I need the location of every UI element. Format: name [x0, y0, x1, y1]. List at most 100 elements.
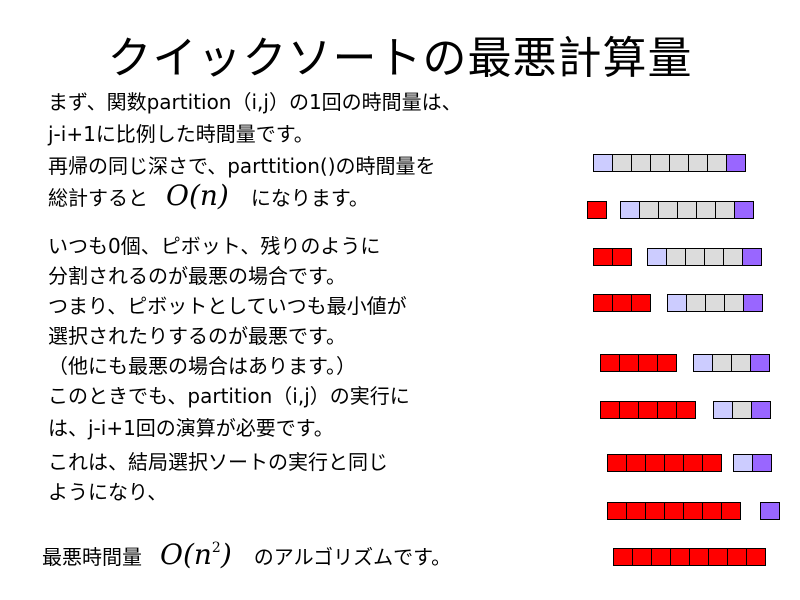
sorted-cell	[612, 294, 632, 312]
last-cell	[750, 354, 770, 372]
middle-cell	[696, 201, 716, 219]
last-cell	[726, 154, 746, 172]
middle-cell	[631, 154, 651, 172]
middle-cell	[715, 201, 735, 219]
sorted-cell	[612, 248, 632, 266]
middle-cell	[677, 201, 697, 219]
first-cell	[693, 354, 713, 372]
sorted-segment	[587, 201, 607, 219]
paragraph1-line4: 総計すると O(n) になります。	[48, 182, 369, 212]
sorted-cell	[638, 401, 658, 419]
paragraph1-line1: まず、関数partition（i,j）の1回の時間量は、	[48, 90, 462, 114]
unsorted-segment	[667, 294, 763, 312]
paragraph1-line3: 再帰の同じ深さで、parttition()の時間量を	[48, 154, 436, 178]
middle-cell	[732, 401, 752, 419]
paragraph2-line3: つまり、ピボットとしていつも最小値が	[48, 294, 407, 318]
paragraph1-line4-before: 総計すると	[48, 186, 148, 210]
middle-cell	[704, 248, 724, 266]
paragraph1-line4-after: になります。	[250, 186, 369, 210]
middle-cell	[669, 154, 689, 172]
first-cell	[620, 201, 640, 219]
sorted-cell	[727, 548, 747, 566]
sorted-cell	[593, 294, 613, 312]
sorted-cell	[721, 502, 741, 520]
sorted-segment	[607, 454, 722, 472]
paragraph2-line5: （他にも最悪の場合はあります。）	[48, 354, 356, 378]
middle-cell	[639, 201, 659, 219]
formula-base: O(n	[160, 538, 212, 571]
sorted-cell	[607, 454, 627, 472]
sorted-cell	[626, 502, 646, 520]
big-o-n-squared-formula: O(n2)	[160, 534, 232, 569]
first-cell	[647, 248, 667, 266]
sorted-cell	[651, 548, 671, 566]
big-o-n-formula: O(n)	[166, 179, 229, 212]
conclusion-after: のアルゴリズムです。	[253, 545, 452, 569]
last-cell	[752, 454, 772, 472]
unsorted-segment	[593, 154, 746, 172]
sorted-cell	[631, 294, 651, 312]
paragraph2-line1: いつも0個、ピボット、残りのように	[48, 234, 381, 258]
middle-cell	[688, 154, 708, 172]
unsorted-segment	[620, 201, 754, 219]
sorted-cell	[670, 548, 690, 566]
paragraph2-line6: このときでも、partition（i,j）の実行に	[48, 384, 410, 408]
sorted-segment	[593, 248, 632, 266]
middle-cell	[685, 248, 705, 266]
paragraph2-line9: ようになり、	[48, 480, 168, 504]
first-cell	[593, 154, 613, 172]
sorted-cell	[683, 502, 703, 520]
sorted-segment	[607, 502, 741, 520]
sorted-cell	[664, 502, 684, 520]
sorted-cell	[645, 454, 665, 472]
paragraph2-line7: は、j-i+1回の演算が必要です。	[48, 416, 334, 440]
middle-cell	[724, 294, 744, 312]
sorted-cell	[593, 248, 613, 266]
paragraph2-line8: これは、結局選択ソートの実行と同じ	[48, 450, 388, 474]
paragraph2-line4: 選択されたりするのが最悪です。	[48, 324, 346, 348]
sorted-segment	[600, 354, 677, 372]
conclusion-line: 最悪時間量 O(n2) のアルゴリズムです。	[42, 534, 451, 571]
sorted-cell	[619, 401, 639, 419]
unsorted-segment	[713, 401, 771, 419]
sorted-cell	[657, 401, 677, 419]
sorted-cell	[689, 548, 709, 566]
middle-cell	[658, 201, 678, 219]
middle-cell	[723, 248, 743, 266]
unsorted-segment	[733, 454, 772, 472]
last-cell	[734, 201, 754, 219]
middle-cell	[731, 354, 751, 372]
sorted-cell	[619, 354, 639, 372]
paragraph1-line2: j-i+1に比例した時間量です。	[48, 122, 314, 146]
sorted-cell	[746, 548, 766, 566]
sorted-cell	[626, 454, 646, 472]
middle-cell	[650, 154, 670, 172]
sorted-cell	[683, 454, 703, 472]
first-cell	[733, 454, 753, 472]
last-cell	[760, 502, 780, 520]
conclusion-before: 最悪時間量	[42, 545, 142, 569]
last-cell	[742, 248, 762, 266]
sorted-cell	[600, 354, 620, 372]
unsorted-segment	[760, 502, 780, 520]
last-cell	[751, 401, 771, 419]
sorted-cell	[600, 401, 620, 419]
unsorted-segment	[647, 248, 762, 266]
unsorted-segment	[693, 354, 770, 372]
sorted-cell	[702, 502, 722, 520]
middle-cell	[707, 154, 727, 172]
first-cell	[667, 294, 687, 312]
middle-cell	[705, 294, 725, 312]
sorted-segment	[600, 401, 696, 419]
sorted-cell	[632, 548, 652, 566]
sorted-segment	[613, 548, 766, 566]
sorted-cell	[657, 354, 677, 372]
sorted-cell	[638, 354, 658, 372]
middle-cell	[666, 248, 686, 266]
middle-cell	[612, 154, 632, 172]
first-cell	[713, 401, 733, 419]
paragraph2-line2: 分割されるのが最悪の場合です。	[48, 264, 346, 288]
sorted-cell	[613, 548, 633, 566]
sorted-cell	[702, 454, 722, 472]
